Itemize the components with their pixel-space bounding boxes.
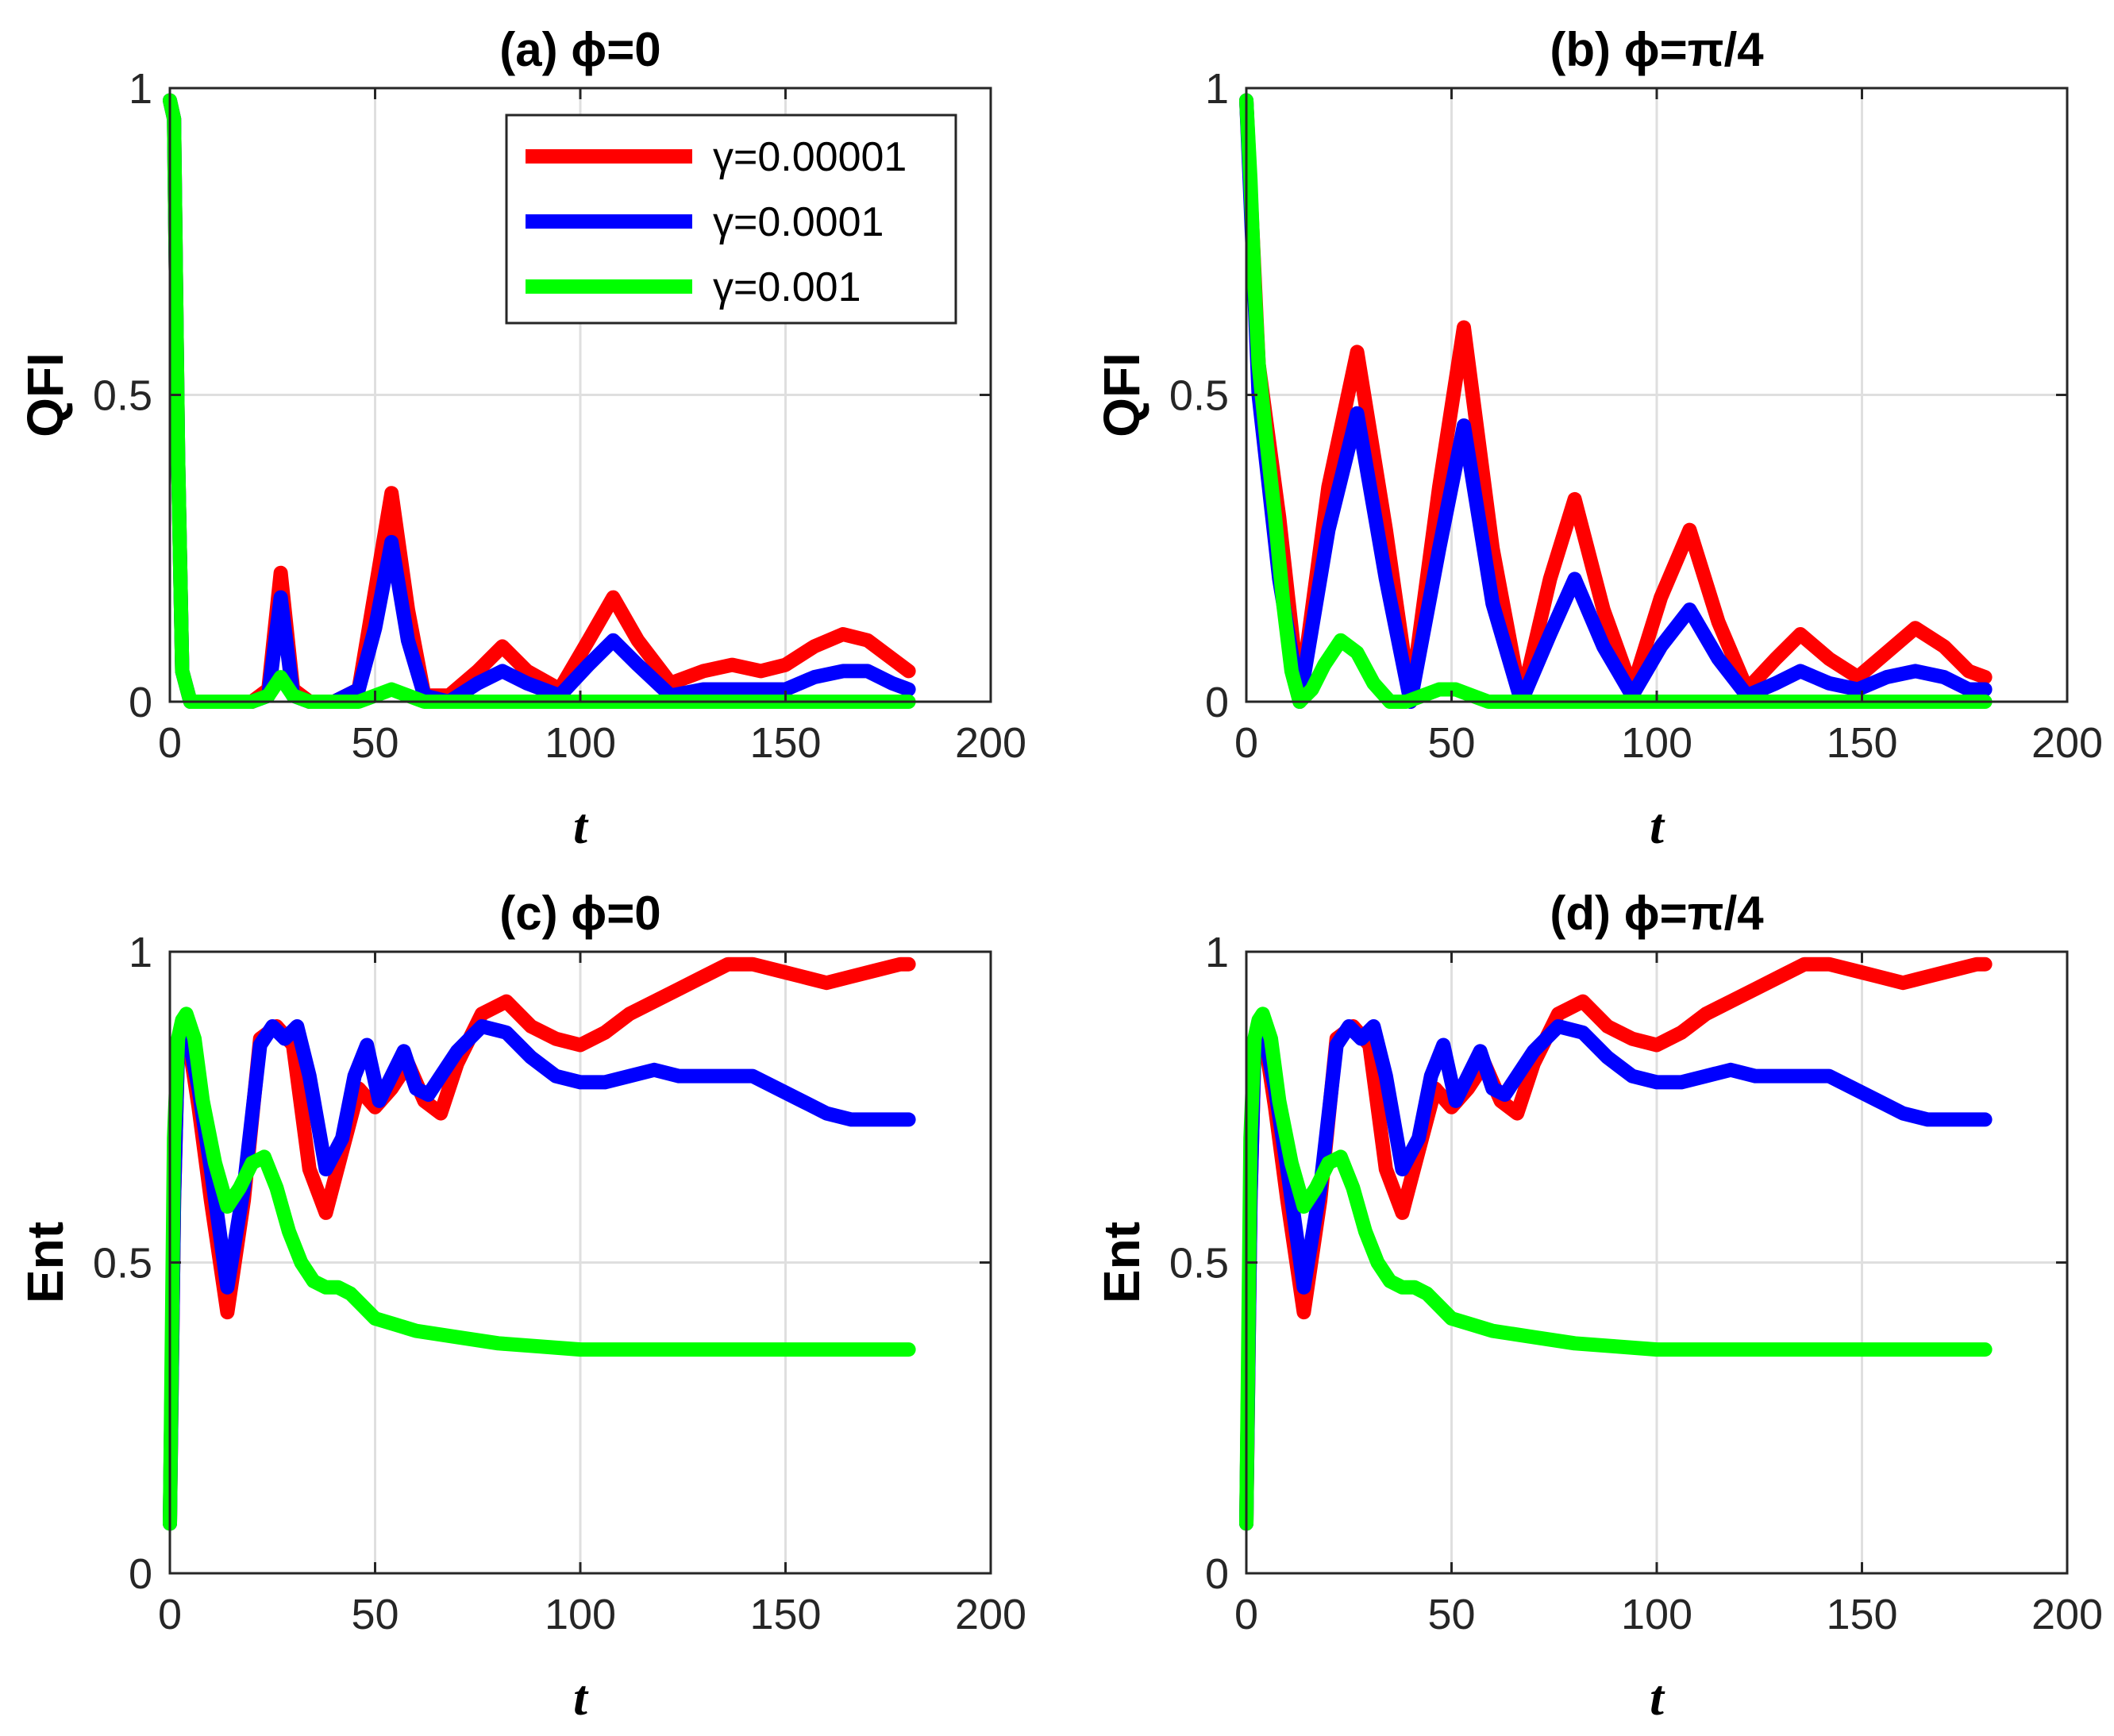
y-tick-label: 1 — [1205, 929, 1229, 976]
subplot-2: 0 50 100 150 200 0 0.5 1 (b) ϕ=π/4 t QFI — [1093, 23, 2103, 854]
x-tick-label: 50 — [351, 719, 399, 767]
x-tick-label: 0 — [1234, 719, 1258, 767]
y-axis-label: QFI — [1093, 352, 1150, 437]
series-line-2 — [1239, 1019, 1993, 1531]
y-tick-label: 0 — [1205, 1550, 1229, 1598]
chart-title: (d) ϕ=π/4 — [1550, 887, 1764, 940]
y-tick-label: 0.5 — [1169, 1240, 1229, 1288]
x-tick-label: 0 — [158, 1591, 182, 1638]
legend-label-3: γ=0.001 — [713, 264, 861, 310]
y-axis-label: QFI — [17, 352, 74, 437]
chart-title: (c) ϕ=0 — [499, 887, 660, 940]
x-tick-label: 50 — [351, 1591, 399, 1638]
series-line-1 — [163, 957, 916, 1531]
y-tick-label: 0 — [129, 679, 152, 726]
series-line-2 — [163, 1019, 916, 1531]
chart-title: (b) ϕ=π/4 — [1550, 23, 1764, 76]
y-axis-label: Ent — [17, 1222, 74, 1303]
subplot-3: 0 50 100 150 200 0 0.5 1 (c) ϕ=0 t Ent — [17, 887, 1026, 1726]
x-tick-label: 150 — [1826, 719, 1897, 767]
x-tick-label: 150 — [749, 719, 821, 767]
x-tick-label: 0 — [158, 719, 182, 767]
legend-label-1: γ=0.00001 — [713, 134, 907, 180]
x-tick-label: 100 — [545, 1591, 616, 1638]
x-tick-label: 200 — [2031, 719, 2103, 767]
x-axis-label: t — [1650, 798, 1665, 854]
x-axis-label: t — [1650, 1669, 1665, 1726]
y-tick-label: 1 — [129, 929, 152, 976]
x-tick-label: 0 — [1234, 1591, 1258, 1638]
series-line-1 — [1239, 957, 1993, 1531]
y-axis-label: Ent — [1093, 1222, 1150, 1303]
x-tick-label: 200 — [2031, 1591, 2103, 1638]
x-tick-label: 100 — [1621, 1591, 1692, 1638]
y-tick-label: 0.5 — [93, 372, 152, 420]
y-tick-label: 0.5 — [93, 1240, 152, 1288]
x-tick-label: 200 — [955, 719, 1026, 767]
x-tick-label: 150 — [1826, 1591, 1897, 1638]
y-tick-label: 1 — [1205, 65, 1229, 113]
subplot-4: 0 50 100 150 200 0 0.5 1 (d) ϕ=π/4 t Ent — [1093, 887, 2103, 1726]
y-tick-label: 1 — [129, 65, 152, 113]
series-line-3 — [1239, 93, 1993, 709]
series-line-3 — [1239, 1007, 1993, 1531]
legend: γ=0.00001 γ=0.0001 γ=0.001 — [505, 114, 957, 325]
x-tick-label: 100 — [1621, 719, 1692, 767]
series-line-3 — [163, 1007, 916, 1531]
x-tick-label: 150 — [749, 1591, 821, 1638]
x-tick-label: 50 — [1427, 1591, 1475, 1638]
x-axis-label: t — [573, 798, 589, 854]
y-tick-label: 0.5 — [1169, 372, 1229, 420]
x-axis-label: t — [573, 1669, 589, 1726]
y-tick-label: 0 — [1205, 679, 1229, 726]
x-tick-label: 50 — [1427, 719, 1475, 767]
y-tick-label: 0 — [129, 1550, 152, 1598]
series-line-1 — [1239, 93, 1993, 709]
legend-label-2: γ=0.0001 — [713, 199, 884, 245]
x-tick-label: 100 — [545, 719, 616, 767]
x-tick-label: 200 — [955, 1591, 1026, 1638]
chart-title: (a) ϕ=0 — [499, 23, 660, 76]
series-line-2 — [1239, 93, 1993, 709]
